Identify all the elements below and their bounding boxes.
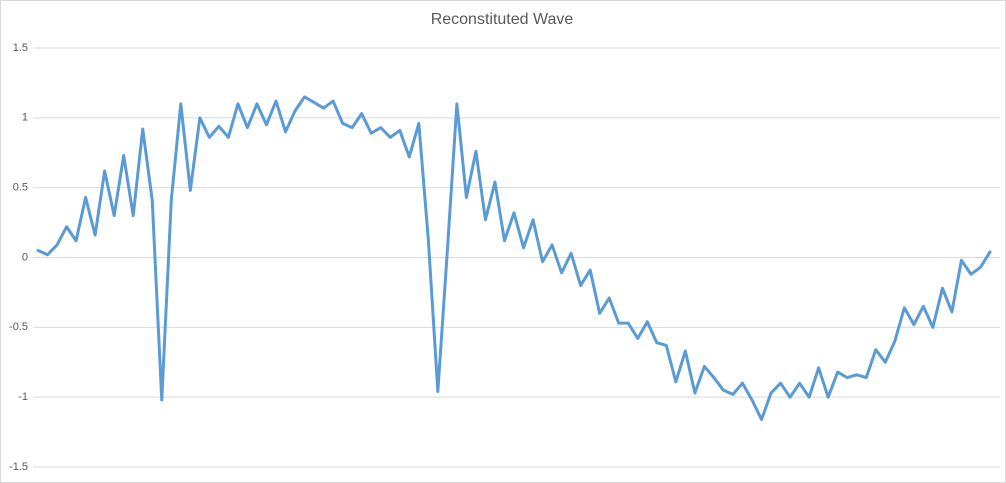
y-tick-label: -0.5 [9,321,28,333]
line-series [36,95,992,422]
y-tick-label: -1.5 [9,461,28,473]
chart-title: Reconstituted Wave [431,11,574,28]
y-tick-label: 0.5 [13,182,28,194]
y-tick-label: 1 [22,112,28,124]
y-tick-label: -1 [18,391,28,403]
y-tick-label: 0 [22,251,28,263]
y-tick-label: 1.5 [13,42,28,54]
